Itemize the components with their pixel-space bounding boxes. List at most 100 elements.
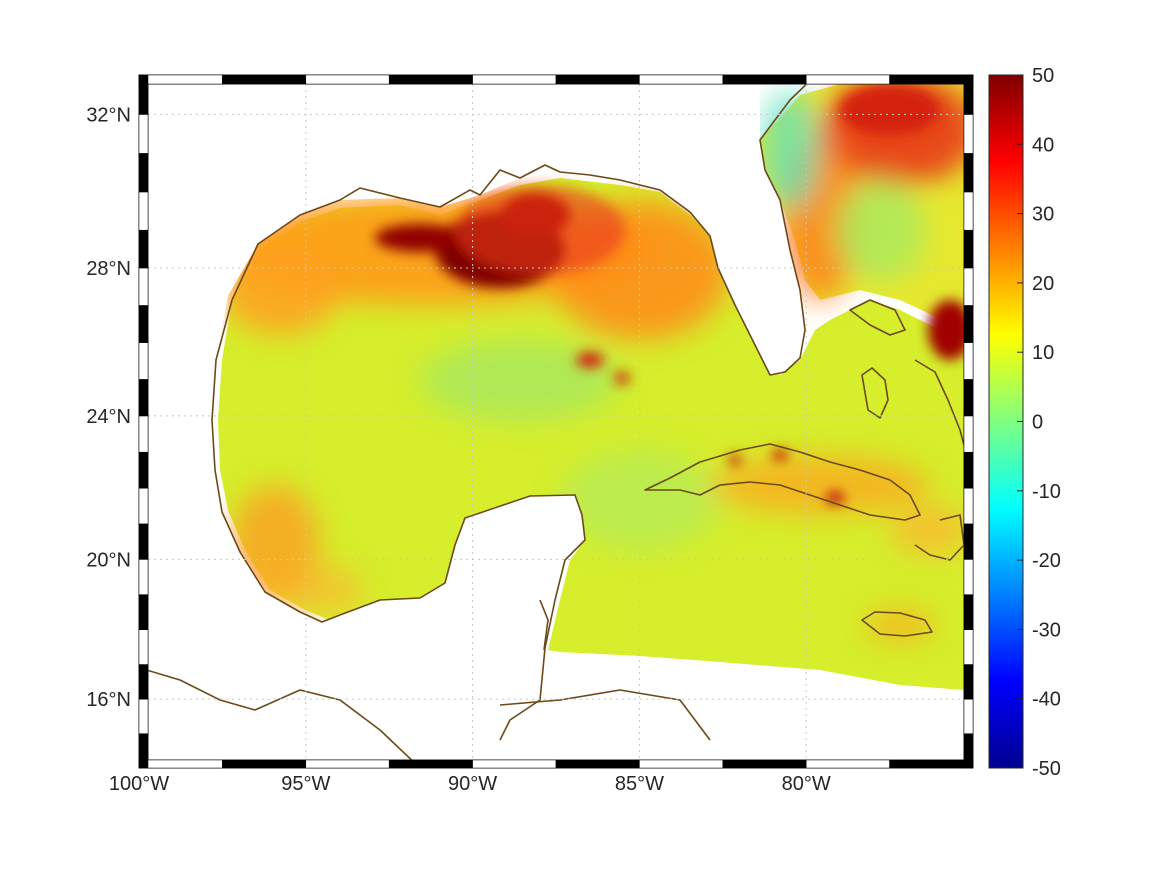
colorbar-tick-label-4: 10 — [1032, 342, 1054, 364]
frame-bar-left-7 — [138, 487, 149, 525]
frame-bar-right-10 — [963, 379, 974, 417]
frame-bar-left-14 — [138, 229, 149, 269]
frame-bar-right-6 — [963, 523, 974, 560]
frame-bar-top-8 — [805, 74, 890, 85]
frame-bar-right-18 — [963, 74, 974, 115]
frame-bar-right-14 — [963, 229, 974, 269]
coast-honduras — [499, 689, 711, 741]
frame-bar-left-10 — [138, 379, 149, 417]
field-spot-cuba-2 — [772, 450, 788, 460]
coast-yucatan-islands — [539, 599, 549, 651]
colorbar-tick-label-8: -30 — [1032, 619, 1061, 641]
axis-tick-labels: 100°W 95°W 90°W 85°W 80°W 16°N 20°N 24°N 28°N 32°… — [86, 104, 831, 795]
coast-cuba — [644, 443, 921, 521]
colorbar-tick-label-3: 20 — [1032, 273, 1054, 295]
field-peak-shelf — [375, 224, 465, 252]
frame-bar-bottom-2 — [305, 759, 390, 769]
lat-tick-label-0: 16°N — [86, 689, 131, 711]
coast-mexico — [211, 299, 586, 741]
frame-bar-right-13 — [963, 267, 974, 306]
lat-tick-label-4: 32°N — [86, 104, 131, 126]
data-field — [148, 84, 964, 760]
frame-bar-top-6 — [639, 74, 724, 85]
field-high-south-coast — [275, 565, 365, 615]
frame-bar-bottom-3 — [388, 759, 473, 769]
frame-bar-left-6 — [138, 523, 149, 560]
field-spot-cuba-1 — [826, 492, 844, 504]
frame-bar-right-1 — [963, 698, 974, 734]
frame-bar-right-7 — [963, 487, 974, 525]
frame-bar-right-11 — [963, 342, 974, 380]
coast-bahamas-north — [849, 299, 906, 336]
field-low-atlantic — [835, 180, 925, 280]
coast-andros — [861, 367, 889, 419]
field-peak-bahamas — [928, 300, 964, 360]
colorbar-tick-label-1: 40 — [1032, 134, 1054, 156]
frame-bar-left-4 — [138, 594, 149, 630]
field-high-cuba — [710, 455, 930, 515]
colorbar-tick-label-0: 50 — [1032, 65, 1054, 87]
frame-bar-left-18 — [138, 74, 149, 115]
lat-tick-label-3: 28°N — [86, 258, 131, 280]
frame-bar-top-7 — [722, 74, 807, 85]
frame-bar-bottom-1 — [222, 759, 307, 769]
lat-tick-label-2: 24°N — [86, 406, 131, 428]
coast-gulf — [231, 84, 808, 376]
field-spot-cuba-3 — [729, 455, 741, 465]
coast-pacific — [148, 669, 413, 760]
frame-bar-top-3 — [388, 74, 473, 85]
colorbar-tick-label-10: -50 — [1032, 758, 1061, 780]
colorbar-tick-label-7: -20 — [1032, 550, 1061, 572]
frame-bar-top-4 — [472, 74, 557, 85]
coast-hispaniola — [914, 514, 964, 561]
frame-bar-left-16 — [138, 153, 149, 193]
frame-bar-right-4 — [963, 594, 974, 630]
field-high-hispaniola — [890, 505, 964, 555]
frame-bar-top-2 — [305, 74, 390, 85]
frame-bars — [138, 74, 974, 769]
lon-tick-label-1: 95°W — [281, 773, 330, 795]
frame-bar-bottom-7 — [722, 759, 807, 769]
frame-bar-left-12 — [138, 305, 149, 343]
field-high-atlantic-core — [840, 85, 940, 135]
frame-bar-right-17 — [963, 114, 974, 154]
frame-bar-right-15 — [963, 191, 974, 231]
colorbar-tick-label-2: 30 — [1032, 204, 1054, 226]
colorbar-tick-label-6: -10 — [1032, 481, 1061, 503]
coast-jamaica — [861, 611, 933, 637]
frame-bar-left-17 — [138, 114, 149, 154]
frame-bar-right-8 — [963, 451, 974, 489]
frame-bar-bottom-9 — [889, 759, 974, 769]
frame-bar-right-2 — [963, 664, 974, 700]
frame-bar-left-2 — [138, 664, 149, 700]
lon-tick-label-2: 90°W — [448, 773, 497, 795]
field-low-yucatan — [560, 450, 720, 550]
frame-bar-right-3 — [963, 629, 974, 665]
frame-bar-right-5 — [963, 559, 974, 595]
lon-tick-label-4: 80°W — [782, 773, 831, 795]
frame-bar-bottom-5 — [555, 759, 640, 769]
coast-bahamas-east — [914, 359, 964, 446]
frame-bar-left-13 — [138, 267, 149, 306]
frame-bar-left-0 — [138, 733, 149, 769]
frame-bar-right-0 — [963, 733, 974, 769]
lon-tick-label-3: 85°W — [615, 773, 664, 795]
frame-bar-left-15 — [138, 191, 149, 231]
field-spot-1 — [576, 352, 604, 368]
colorbar-tick-label-5: 0 — [1032, 412, 1043, 434]
land-north-america — [148, 84, 805, 760]
frame-bar-left-9 — [138, 415, 149, 453]
frame-bar-left-11 — [138, 342, 149, 380]
frame-bar-bottom-0 — [138, 759, 223, 769]
frame-bar-left-3 — [138, 629, 149, 665]
frame-bar-bottom-6 — [639, 759, 724, 769]
field-spot-2 — [614, 372, 630, 384]
frame-bar-left-5 — [138, 559, 149, 595]
frame-bar-bottom-4 — [472, 759, 557, 769]
frame-bar-top-0 — [138, 74, 223, 85]
frame-bar-left-8 — [138, 451, 149, 489]
field-low-central — [420, 340, 620, 420]
frame-bar-bottom-8 — [805, 759, 890, 769]
frame-bar-top-9 — [889, 74, 974, 85]
